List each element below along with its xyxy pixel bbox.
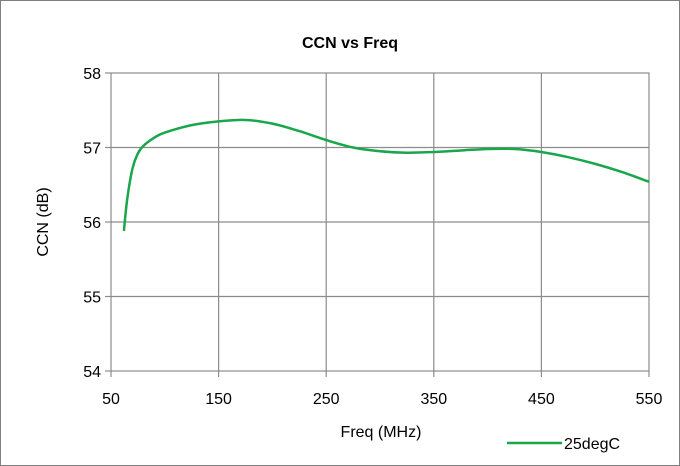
x-tick-label-550: 550 (636, 391, 663, 408)
y-axis-tick-labels: 54 55 56 57 58 (83, 66, 111, 381)
y-tick-label-57: 57 (83, 141, 101, 158)
grid-lines (111, 73, 649, 371)
x-tick-label-350: 350 (420, 391, 447, 408)
series-line-25degc (122, 118, 650, 232)
x-axis-title: Freq (MHz) (341, 424, 422, 441)
x-tick-label-250: 250 (313, 391, 340, 408)
legend-label-25degc: 25degC (564, 436, 620, 453)
x-tick-label-150: 150 (205, 391, 232, 408)
series-layer (122, 118, 650, 232)
legend: 25degC (507, 436, 620, 453)
y-tick-label-56: 56 (83, 215, 101, 232)
chart-title: CCN vs Freq (302, 35, 398, 52)
x-tick-label-450: 450 (528, 391, 555, 408)
y-axis-title: CCN (dB) (35, 187, 52, 256)
x-axis-tick-labels: 50 150 250 350 450 550 (102, 371, 662, 408)
x-tick-label-50: 50 (102, 391, 120, 408)
y-tick-label-58: 58 (83, 66, 101, 83)
y-tick-label-54: 54 (83, 364, 101, 381)
y-tick-label-55: 55 (83, 290, 101, 307)
